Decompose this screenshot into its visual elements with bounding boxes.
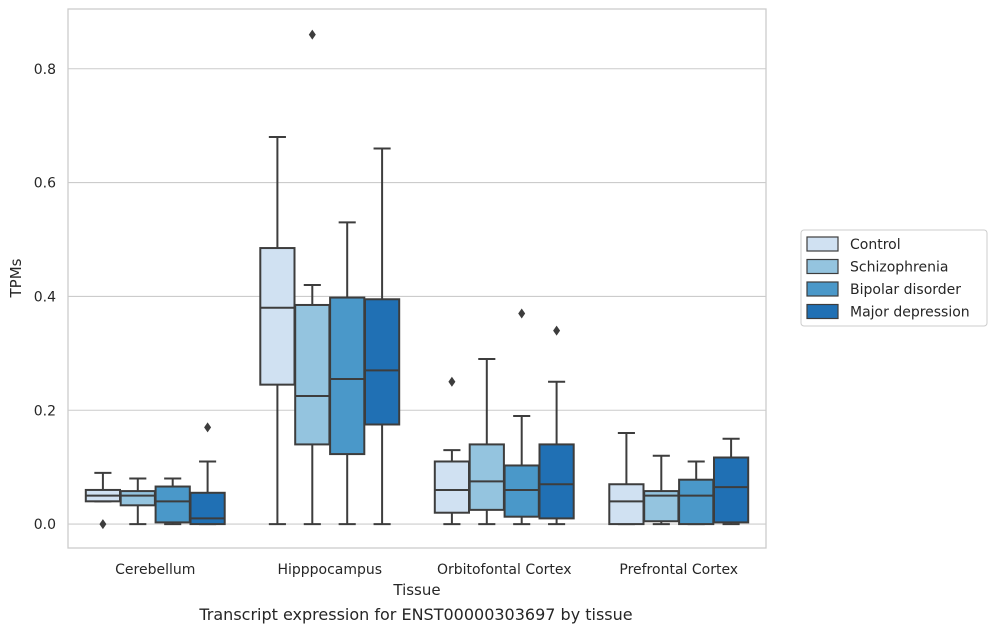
outlier-point xyxy=(553,325,561,336)
x-axis-label: Tissue xyxy=(392,581,440,599)
x-tick-label: Cerebellum xyxy=(115,562,195,578)
box-group xyxy=(538,325,575,526)
outlier-point xyxy=(308,29,316,40)
box-group xyxy=(294,29,331,526)
box-iqr xyxy=(712,456,750,524)
outlier-point xyxy=(518,308,526,319)
box-group xyxy=(433,376,471,526)
outlier-point xyxy=(448,376,456,387)
y-gridlines xyxy=(68,68,766,525)
y-tick-label: 0.2 xyxy=(34,403,56,419)
x-tick-labels: Cerebellum Hipppocampus Orbitofontal Corte… xyxy=(115,562,738,578)
box-iqr xyxy=(329,296,366,456)
legend-swatch xyxy=(806,303,839,320)
legend-label: Schizophrenia xyxy=(850,260,948,276)
legend: Control Schizophrenia Bipolar disorder Majo… xyxy=(800,229,988,327)
plot-frame xyxy=(67,8,767,549)
legend-label: Bipolar disorder xyxy=(850,282,961,298)
box-group xyxy=(608,432,645,526)
legend-label: Major depression xyxy=(850,305,970,321)
legend-frame xyxy=(800,229,988,327)
box-iqr xyxy=(503,464,540,518)
box-iqr xyxy=(363,298,401,426)
legend-swatch xyxy=(806,236,839,252)
plot-area xyxy=(68,9,766,548)
box-group xyxy=(189,422,226,526)
x-tick-label: Hipppocampus xyxy=(277,562,382,578)
box-iqr xyxy=(678,478,715,526)
boxes xyxy=(84,29,750,530)
box-iqr xyxy=(468,443,505,511)
box-group xyxy=(154,477,191,526)
y-tick-label: 0.4 xyxy=(34,289,56,305)
x-tick-label: Prefrontal Cortex xyxy=(619,562,738,578)
figure-caption: Transcript expression for ENST0000030369… xyxy=(199,605,633,624)
box-iqr xyxy=(259,247,296,386)
box-iqr xyxy=(608,483,645,526)
y-tick-labels: 0.0 0.2 0.4 0.6 0.8 xyxy=(34,62,56,533)
box-iqr xyxy=(119,490,156,507)
y-axis-label: TPMs xyxy=(7,258,25,298)
legend-label: Control xyxy=(850,237,901,253)
legend-swatch xyxy=(806,258,839,275)
box-iqr xyxy=(154,485,191,524)
legend-swatch xyxy=(806,281,839,297)
outlier-point xyxy=(204,422,212,433)
box-iqr xyxy=(294,303,331,446)
box-group xyxy=(363,147,401,526)
y-tick-label: 0.8 xyxy=(34,62,56,78)
box-iqr xyxy=(433,460,471,514)
x-tick-label: Orbitofontal Cortex xyxy=(437,562,572,578)
outlier-point xyxy=(99,519,107,530)
box-group xyxy=(329,221,366,526)
box-group xyxy=(503,308,540,526)
box-group xyxy=(643,454,680,526)
y-tick-label: 0.6 xyxy=(34,176,56,192)
box-iqr xyxy=(538,443,575,520)
box-group xyxy=(712,437,750,526)
box-group xyxy=(119,477,156,526)
y-tick-label: 0.0 xyxy=(34,517,56,533)
box-group xyxy=(678,460,715,526)
box-group xyxy=(468,358,505,526)
